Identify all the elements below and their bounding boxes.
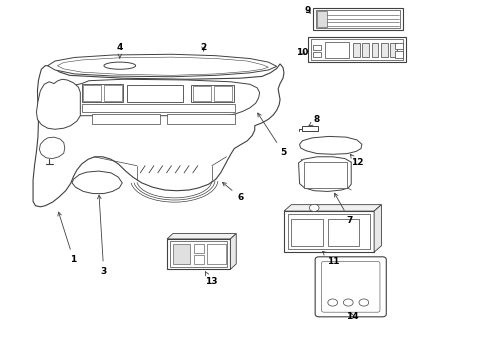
Text: 12: 12 — [350, 154, 363, 167]
Text: 9: 9 — [304, 6, 311, 15]
Bar — [194, 244, 203, 253]
Polygon shape — [374, 204, 381, 252]
Text: 2: 2 — [200, 43, 207, 52]
Bar — [308, 37, 406, 62]
Bar — [173, 244, 190, 264]
Bar — [288, 214, 370, 249]
Bar — [104, 85, 122, 101]
Polygon shape — [284, 204, 381, 211]
Polygon shape — [48, 54, 277, 77]
Bar — [311, 39, 403, 60]
Bar — [381, 43, 388, 57]
Bar — [395, 51, 403, 58]
Polygon shape — [33, 64, 284, 207]
Bar — [325, 42, 349, 58]
Circle shape — [343, 299, 353, 306]
Text: 4: 4 — [117, 43, 123, 58]
Bar — [82, 84, 123, 102]
Polygon shape — [39, 137, 65, 158]
Bar — [193, 86, 211, 101]
Circle shape — [309, 204, 319, 211]
Polygon shape — [36, 79, 80, 129]
Polygon shape — [298, 157, 351, 192]
Bar — [167, 239, 230, 269]
Bar — [363, 43, 369, 57]
Text: 8: 8 — [309, 116, 320, 126]
Text: 10: 10 — [296, 48, 309, 57]
Bar — [390, 43, 397, 57]
Polygon shape — [72, 171, 122, 194]
Bar — [328, 219, 360, 246]
Text: 1: 1 — [58, 212, 76, 264]
Text: 7: 7 — [335, 193, 353, 225]
Bar — [83, 85, 101, 101]
Bar — [313, 8, 403, 30]
Text: 14: 14 — [346, 312, 359, 321]
Bar — [192, 85, 234, 102]
Bar — [372, 43, 378, 57]
Polygon shape — [299, 136, 362, 154]
FancyBboxPatch shape — [315, 257, 386, 317]
Bar — [317, 11, 327, 27]
Text: 6: 6 — [222, 183, 243, 202]
FancyBboxPatch shape — [321, 261, 380, 312]
Bar — [353, 43, 360, 57]
Bar — [313, 52, 321, 57]
Text: 5: 5 — [258, 113, 286, 157]
Bar — [284, 211, 374, 252]
Text: 13: 13 — [205, 272, 217, 286]
Bar — [313, 45, 321, 50]
Text: 11: 11 — [323, 251, 340, 266]
Polygon shape — [167, 234, 236, 239]
Bar — [316, 10, 400, 28]
Bar — [395, 43, 403, 49]
Bar — [207, 244, 225, 264]
Bar — [82, 104, 235, 112]
Bar — [311, 146, 350, 150]
Ellipse shape — [104, 62, 136, 69]
Bar — [92, 113, 160, 123]
Polygon shape — [230, 234, 236, 269]
Polygon shape — [65, 79, 260, 116]
Circle shape — [328, 299, 338, 306]
Bar — [127, 85, 183, 102]
Bar — [291, 219, 323, 246]
Text: 3: 3 — [98, 195, 107, 276]
Circle shape — [359, 299, 369, 306]
Bar — [167, 113, 235, 123]
Bar — [170, 241, 227, 267]
Bar — [304, 162, 347, 188]
Bar — [194, 255, 203, 264]
Bar — [302, 126, 318, 131]
Bar — [214, 86, 232, 101]
